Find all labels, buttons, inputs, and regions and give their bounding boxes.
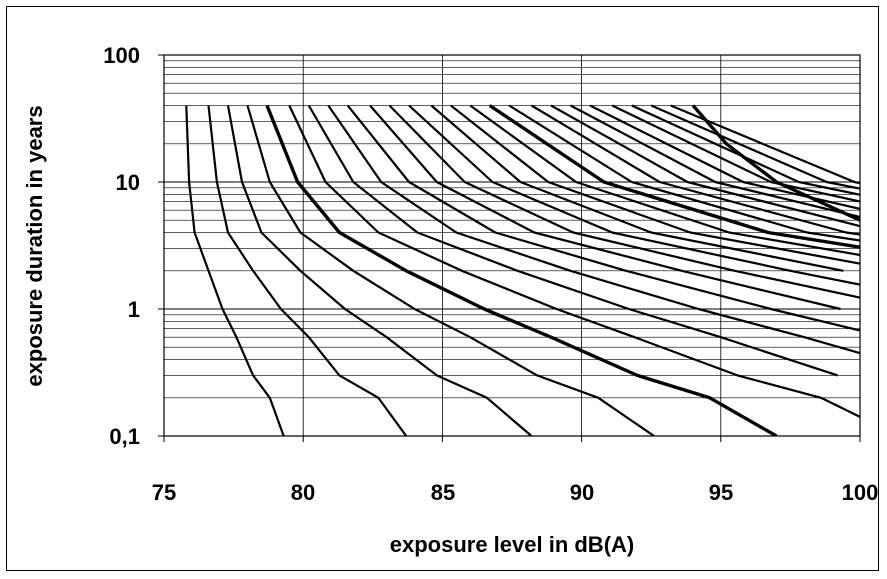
y-tick-label: 10 bbox=[116, 170, 140, 195]
y-tick-label: 100 bbox=[103, 43, 140, 68]
x-tick-label: 95 bbox=[709, 480, 733, 505]
series-line-17 bbox=[508, 104, 860, 242]
x-tick-label: 90 bbox=[570, 480, 594, 505]
series-line-8 bbox=[327, 104, 860, 355]
x-tick-label: 100 bbox=[842, 480, 879, 505]
series-line-13 bbox=[430, 104, 844, 272]
series-line-25 bbox=[670, 104, 860, 185]
series-line-23 bbox=[631, 104, 860, 196]
x-tick-label: 80 bbox=[291, 480, 315, 505]
series-line-3 bbox=[226, 105, 533, 436]
series-line-22 bbox=[611, 104, 860, 203]
y-axis-title: exposure duration in years bbox=[22, 105, 47, 386]
series-line-18 bbox=[530, 104, 860, 236]
series-line-19 bbox=[550, 104, 860, 228]
y-tick-labels: 0,1 1 10 100 bbox=[103, 43, 140, 449]
series-line-21 bbox=[589, 104, 860, 210]
series-line-5 bbox=[265, 104, 778, 436]
x-tick-label: 75 bbox=[152, 480, 176, 505]
series-line-1 bbox=[185, 105, 285, 436]
series-line-10 bbox=[369, 104, 841, 311]
x-axis-title: exposure level in dB(A) bbox=[390, 532, 635, 557]
series-group bbox=[185, 104, 860, 436]
series-line-7 bbox=[307, 104, 839, 377]
series-line-11 bbox=[388, 104, 860, 299]
series-line-26 bbox=[691, 104, 860, 222]
y-tick-label: 0,1 bbox=[109, 424, 140, 449]
series-line-9 bbox=[346, 104, 860, 332]
series-line-20 bbox=[569, 104, 860, 219]
series-line-2 bbox=[207, 105, 408, 436]
series-line-15 bbox=[469, 104, 860, 257]
series-line-12 bbox=[408, 104, 860, 286]
series-line-6 bbox=[288, 105, 860, 419]
x-tick-label: 85 bbox=[431, 480, 455, 505]
series-line-14 bbox=[450, 104, 860, 265]
x-tick-labels: 75 80 85 90 95 100 bbox=[152, 480, 879, 505]
y-tick-label: 1 bbox=[128, 297, 140, 322]
series-line-24 bbox=[650, 104, 860, 190]
series-line-4 bbox=[246, 105, 655, 436]
plot-border bbox=[163, 54, 861, 437]
series-line-16 bbox=[488, 104, 860, 249]
